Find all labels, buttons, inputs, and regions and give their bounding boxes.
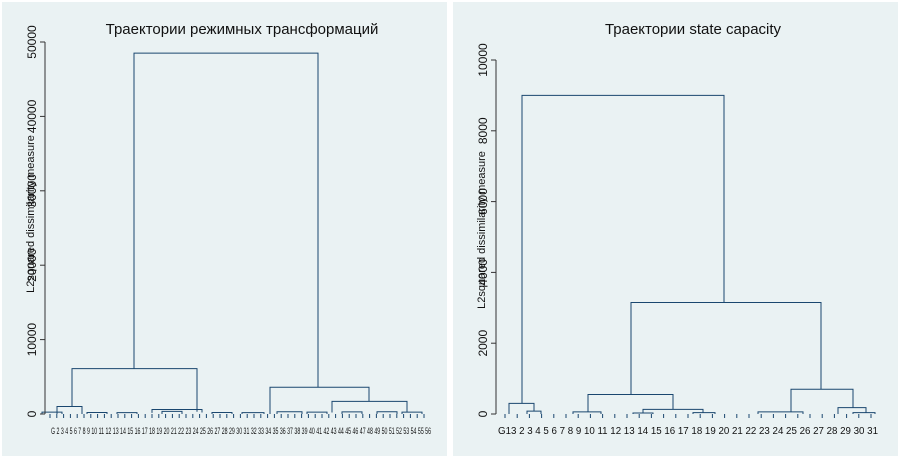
dendrogram-link [837,407,867,414]
dendrogram-link [161,410,183,414]
dendrogram-link [133,52,319,388]
dendrogram-link [632,412,654,414]
y-tick-label: 10000 [25,323,39,357]
dendrogram-link [241,412,265,414]
dendrogram-link [401,411,423,414]
dendrogram-link [642,408,704,413]
dendrogram-link [306,411,328,414]
dendrogram-link [41,411,63,414]
dendrogram-link [341,411,363,414]
dendrogram-link [151,409,203,413]
dendrogram-link [521,94,725,404]
dendrogram-links [41,52,425,418]
dendrogram-link [86,412,108,414]
y-tick-label: 6000 [476,188,490,215]
chart-title: Траектории state capacity [605,21,782,38]
dendrogram-link [852,412,876,414]
dendrogram-link [692,412,716,414]
dendrogram-link [276,411,303,414]
y-axis-label: L2squared dissimilarity measure [476,151,488,309]
dendrogram-link [572,411,602,414]
dendrogram-link [71,368,198,412]
dendrogram-link [630,301,822,395]
y-tick-label: 50000 [25,25,39,59]
right-chart-panel: Траектории state capacity L2squared diss… [453,2,898,456]
y-tick-label: 8000 [476,117,490,144]
y-axis-label: L2squared dissimilarity measure [25,135,37,293]
dendrogram-link [211,412,233,414]
left-chart-panel: Траектории режимных трансформаций L2squa… [2,2,447,456]
dendrogram-links [504,94,876,418]
dendrogram-link [376,411,398,414]
y-tick-label: 4000 [476,259,490,286]
y-tick-label: 2000 [476,330,490,357]
x-tick-labels: G 2 3 4 5 6 7 8 9 10 11 12 13 14 15 16 1… [51,426,431,436]
dendrogram-link [526,410,542,414]
right-dendrogram-chart: Траектории state capacity L2squared diss… [476,21,878,437]
dendrogram-link [757,411,804,414]
y-tick-label: 10000 [476,43,490,77]
y-tick-label: 0 [476,410,490,417]
dendrogram-link [331,400,408,413]
chart-title: Траектории режимных трансформаций [106,21,379,38]
dendrogram-link [587,394,674,412]
y-tick-label: 40000 [25,99,39,133]
y-tick-label: 0 [25,410,39,417]
left-dendrogram-chart: Траектории режимных трансформаций L2squa… [25,21,431,436]
x-tick-labels: G13 2 3 4 5 6 7 8 9 10 11 12 13 14 15 16… [498,426,878,437]
dendrogram-link [790,388,854,412]
y-tick-label: 20000 [25,248,39,282]
y-tick-label: 30000 [25,174,39,208]
dendrogram-link [116,412,138,414]
dendrogram-link [269,386,370,414]
dendrogram-link [508,402,535,414]
dendrogram-link [56,406,83,414]
